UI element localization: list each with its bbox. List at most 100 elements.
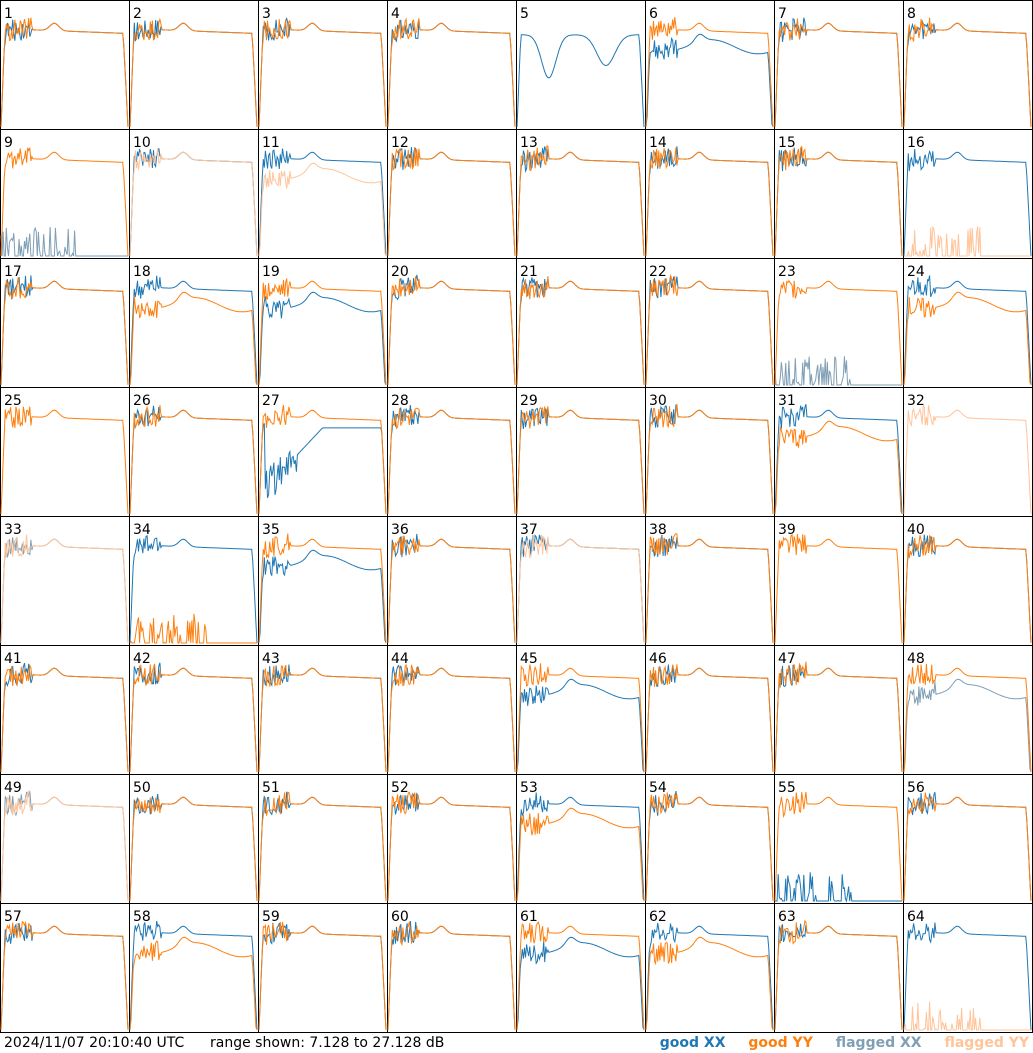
panel-46: 46	[645, 645, 775, 775]
panel-label: 42	[133, 651, 151, 667]
panel-label: 61	[520, 909, 538, 925]
series-xx-line	[258, 423, 387, 515]
panel-label: 22	[649, 264, 667, 280]
panel-43: 43	[258, 645, 388, 775]
panel-label: 19	[262, 264, 280, 280]
panel-label: 5	[520, 6, 529, 22]
panel-frame	[645, 516, 775, 646]
panel-14: 14	[645, 129, 775, 259]
panel-frame	[258, 774, 388, 904]
panel-63: 63	[774, 903, 904, 1033]
series-xx-line	[516, 678, 645, 773]
panel-41: 41	[0, 645, 130, 775]
panel-label: 62	[649, 909, 667, 925]
panel-frame	[387, 774, 517, 904]
series-xx-line	[258, 549, 387, 644]
series-yy-line	[258, 162, 387, 257]
series-yy-line	[387, 407, 516, 515]
panel-label: 9	[4, 135, 13, 151]
panel-24: 24	[903, 258, 1033, 388]
panel-frame	[903, 0, 1033, 130]
panel-frame	[516, 258, 646, 388]
panel-frame	[387, 0, 517, 130]
series-xx-line	[129, 275, 258, 386]
series-yy-line	[258, 278, 387, 386]
series-yy-line	[0, 534, 129, 644]
panel-frame	[903, 903, 1033, 1033]
panel-8: 8	[903, 0, 1033, 130]
series-yy-line	[129, 936, 258, 1031]
panel-label: 20	[391, 264, 409, 280]
panel-9: 9	[0, 129, 130, 259]
series-yy-line	[645, 147, 774, 257]
panel-label: 18	[133, 264, 151, 280]
panel-frame	[129, 387, 259, 517]
series-xx-line	[516, 34, 645, 128]
panel-17: 17	[0, 258, 130, 388]
panel-label: 51	[262, 780, 280, 796]
series-yy-line	[645, 532, 774, 644]
panel-label: 54	[649, 780, 667, 796]
panel-label: 24	[907, 264, 925, 280]
panel-label: 46	[649, 651, 667, 667]
panel-58: 58	[129, 903, 259, 1033]
panel-label: 57	[4, 909, 22, 925]
series-yy-line	[903, 17, 1032, 128]
panel-32: 32	[903, 387, 1033, 517]
series-yy-line	[0, 17, 129, 128]
series-yy-line	[516, 807, 645, 902]
panel-frame	[774, 516, 904, 646]
series-yy-line	[258, 665, 387, 773]
series-yy-line	[129, 291, 258, 386]
series-yy-line	[258, 19, 387, 128]
legend-flagged-xx: flagged XX	[835, 1035, 922, 1051]
panel-51: 51	[258, 774, 388, 904]
panel-36: 36	[387, 516, 517, 646]
panel-label: 23	[778, 264, 796, 280]
series-yy-line	[387, 147, 516, 257]
series-yy-line	[258, 921, 387, 1031]
panel-48: 48	[903, 645, 1033, 775]
series-yy-line	[645, 17, 774, 128]
panel-label: 53	[520, 780, 538, 796]
panel-label: 14	[649, 135, 667, 151]
panel-label: 37	[520, 522, 538, 538]
panel-label: 39	[778, 522, 796, 538]
series-xx-line	[129, 534, 258, 644]
panel-31: 31	[774, 387, 904, 517]
panel-45: 45	[516, 645, 646, 775]
panel-frame	[0, 516, 130, 646]
series-yy-line	[387, 921, 516, 1031]
panel-label: 52	[391, 780, 409, 796]
panel-label: 43	[262, 651, 280, 667]
series-xx-line	[903, 148, 1032, 257]
panel-7: 7	[774, 0, 904, 130]
panel-frame	[0, 645, 130, 775]
panel-frame	[774, 387, 904, 517]
panel-frame	[129, 258, 259, 388]
series-yy-line	[903, 792, 1032, 902]
panel-label: 55	[778, 780, 796, 796]
series-yy-line	[516, 920, 645, 1031]
panel-20: 20	[387, 258, 517, 388]
panel-label: 15	[778, 135, 796, 151]
series-yy-line	[645, 664, 774, 773]
panel-54: 54	[645, 774, 775, 904]
panel-23: 23	[774, 258, 904, 388]
series-yy-line	[258, 533, 387, 644]
panel-label: 11	[262, 135, 280, 151]
series-xx-line	[258, 291, 387, 386]
series-yy-line	[774, 279, 903, 386]
panel-label: 2	[133, 6, 142, 22]
panel-frame	[258, 516, 388, 646]
panel-frame	[387, 516, 517, 646]
panel-label: 58	[133, 909, 151, 925]
series-yy-line	[774, 791, 903, 902]
series-xx-line	[903, 275, 1032, 386]
panel-15: 15	[774, 129, 904, 259]
panel-18: 18	[129, 258, 259, 388]
series-xx-line	[775, 872, 902, 903]
legend: good XX good YY flagged XX flagged YY	[642, 1033, 1029, 1053]
panel-55: 55	[774, 774, 904, 904]
series-yy-line	[258, 791, 387, 902]
